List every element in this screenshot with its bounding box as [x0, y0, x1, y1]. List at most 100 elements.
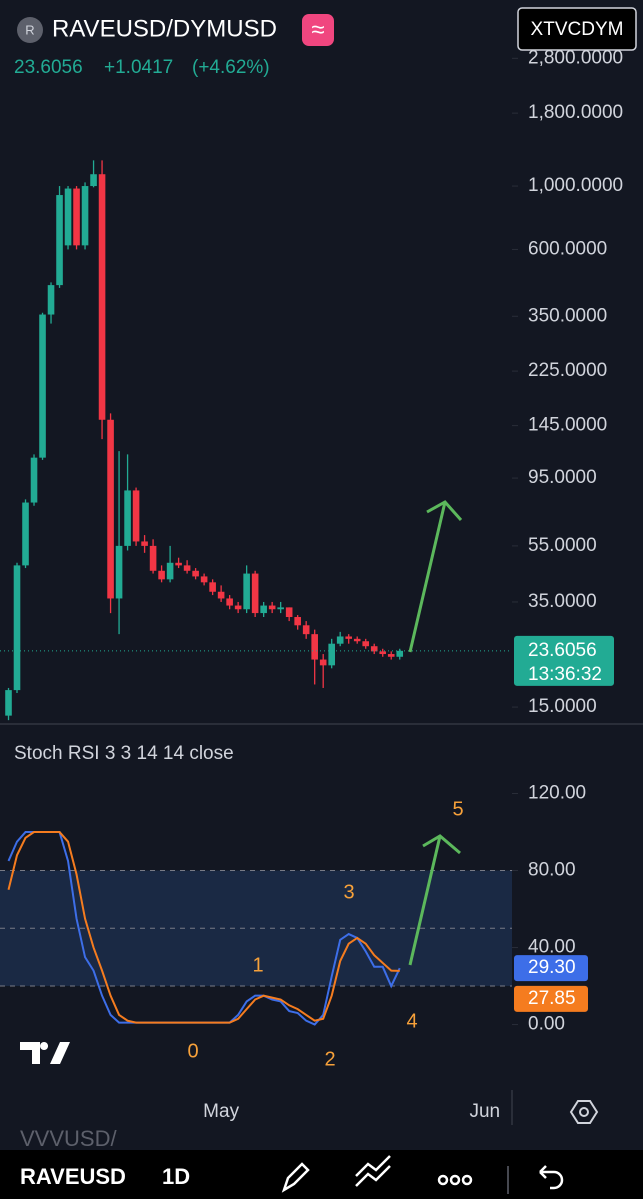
candle-body: [73, 188, 80, 246]
candle-body: [183, 565, 191, 571]
candle-body: [209, 582, 216, 592]
series-line: [7, 831, 400, 1024]
symbol-button[interactable]: [517, 7, 637, 51]
candle-body: [175, 562, 182, 566]
candle-body: [217, 591, 225, 599]
candle-body: [39, 314, 46, 458]
header-price: 23.6056: [14, 57, 83, 78]
candle-body: [311, 634, 318, 660]
candle-body: [302, 625, 310, 635]
badge[interactable]: [302, 14, 334, 46]
badge-text: ≈: [311, 16, 324, 43]
y-tick-label: 55.0000: [528, 535, 597, 556]
candle-body: [90, 174, 97, 187]
candle-body: [362, 641, 370, 647]
candle-body: [98, 174, 106, 420]
previous-symbol[interactable]: VVVUSD/: [20, 1126, 117, 1151]
candle-body: [115, 545, 123, 599]
wave-label: 5: [452, 798, 463, 820]
candle-body: [149, 545, 157, 571]
candle-body: [13, 565, 21, 691]
wave-label: 3: [343, 881, 354, 903]
toolbar-symbol[interactable]: RAVEUSD: [20, 1164, 126, 1189]
x-tick-label: May: [203, 1101, 239, 1122]
candle-body: [319, 659, 327, 666]
tv-logo: [20, 1042, 70, 1064]
toolbar-interval[interactable]: 1D: [162, 1164, 190, 1189]
last-value-label: 29.30: [528, 957, 576, 978]
toolbar: [0, 1150, 643, 1199]
last-value-box: [514, 985, 588, 1012]
y-tick-label: 80.00: [528, 860, 576, 881]
candle-body: [166, 562, 174, 580]
y-tick-label: 350.0000: [528, 305, 607, 326]
candle-body: [81, 186, 89, 246]
candle-body: [22, 502, 29, 566]
candle-body: [260, 605, 267, 614]
last-value-label: 27.85: [528, 988, 576, 1009]
last-price-label: 23.6056: [528, 640, 597, 661]
y-tick-label: 2,800.0000: [528, 47, 623, 68]
wave-label: 1: [252, 954, 263, 976]
y-tick-label: 225.0000: [528, 360, 607, 381]
candle-body: [294, 617, 301, 626]
indicator-title: Stoch RSI 3 3 14 14 close: [14, 743, 234, 764]
y-tick-label: 0.00: [528, 1014, 565, 1035]
draw-icon[interactable]: [281, 1162, 310, 1193]
candle-body: [268, 605, 276, 610]
symbol-logo: [17, 17, 43, 43]
candle-body: [226, 598, 233, 606]
y-tick-label: 1,800.0000: [528, 102, 623, 123]
y-tick-label: 120.00: [528, 783, 586, 804]
header-change-pct: (+4.62%): [192, 57, 270, 78]
candle-body: [192, 570, 199, 577]
y-tick-label: 15.0000: [528, 696, 597, 717]
candle-body: [277, 607, 284, 610]
candle-body: [387, 654, 395, 657]
drawing-tools-icon[interactable]: [355, 1155, 391, 1187]
settings-icon[interactable]: [569, 1100, 599, 1124]
arrow: [408, 500, 463, 653]
symbol-button-text: XTVCDYM: [531, 19, 624, 40]
countdown-label: 13:36:32: [528, 664, 602, 685]
last-price-box: [514, 635, 614, 686]
candle-body: [243, 573, 250, 610]
candle-body: [328, 643, 335, 666]
candle-body: [200, 576, 208, 583]
undo-icon[interactable]: [539, 1165, 564, 1190]
header-change: +1.0417: [104, 57, 173, 78]
candle-body: [141, 541, 148, 546]
wave-label: 2: [324, 1048, 335, 1070]
candle-body: [285, 607, 293, 618]
candle-body: [107, 419, 114, 599]
symbol-title[interactable]: RAVEUSD/DYMUSD: [52, 15, 277, 42]
x-tick-label: Jun: [469, 1101, 500, 1122]
candle-body: [251, 573, 259, 614]
candle-body: [132, 490, 140, 542]
y-tick-label: 95.0000: [528, 467, 597, 488]
last-value-box: [514, 955, 588, 982]
candle-body: [5, 690, 12, 716]
candle-body: [64, 188, 72, 246]
y-tick-label: 600.0000: [528, 238, 607, 259]
wave-label: 0: [187, 1040, 198, 1062]
candle-body: [158, 570, 165, 580]
candle-body: [370, 646, 378, 652]
logo-text: R: [25, 22, 34, 37]
candle-body: [379, 651, 387, 655]
plot-layer: 2,800.00001,800.00001,000.0000600.000035…: [0, 47, 623, 1122]
candle-body: [336, 636, 344, 644]
y-tick-label: 145.0000: [528, 415, 607, 436]
candle-body: [353, 638, 361, 642]
y-tick-label: 1,000.0000: [528, 175, 623, 196]
candle-body: [56, 195, 63, 286]
settings-icon-center: [579, 1107, 589, 1117]
candle-body: [396, 650, 404, 657]
arrow: [408, 834, 461, 966]
candle-body: [30, 457, 38, 503]
more-icon[interactable]: [437, 1174, 473, 1186]
wave-label: 4: [406, 1010, 417, 1032]
candle-body: [47, 285, 55, 315]
